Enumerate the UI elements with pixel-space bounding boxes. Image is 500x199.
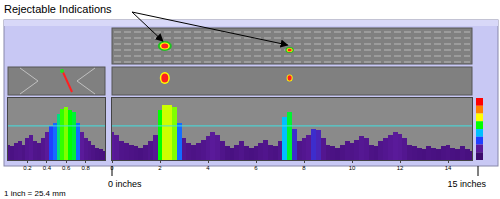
svg-text:0.2: 0.2 — [23, 165, 32, 171]
svg-text:0.8: 0.8 — [81, 165, 90, 171]
svg-text:4: 4 — [206, 165, 210, 171]
svg-text:15 inches: 15 inches — [447, 179, 486, 189]
svg-text:Rejectable Indications: Rejectable Indications — [4, 3, 112, 15]
svg-text:8: 8 — [302, 165, 306, 171]
svg-text:1 inch = 25.4 mm: 1 inch = 25.4 mm — [4, 189, 66, 198]
svg-text:12: 12 — [397, 165, 404, 171]
svg-text:0.4: 0.4 — [43, 165, 52, 171]
svg-text:14: 14 — [445, 165, 452, 171]
svg-text:0: 0 — [110, 165, 114, 171]
svg-text:2: 2 — [158, 165, 162, 171]
svg-text:0 inches: 0 inches — [108, 179, 142, 189]
svg-text:6: 6 — [254, 165, 258, 171]
svg-text:0.6: 0.6 — [62, 165, 71, 171]
svg-text:10: 10 — [349, 165, 356, 171]
